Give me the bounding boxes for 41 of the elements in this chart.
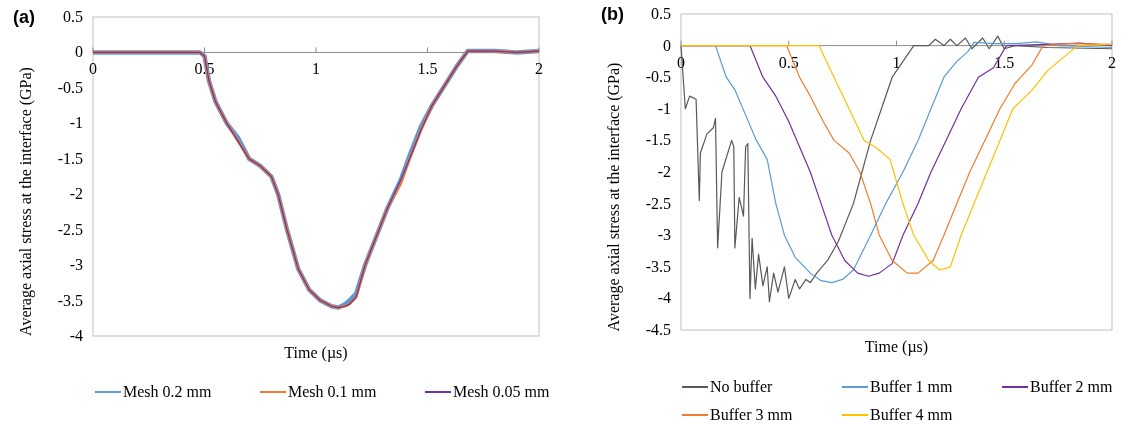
x-axis-title: Time (µs) bbox=[864, 338, 929, 356]
x-tick-label: 0 bbox=[89, 60, 97, 78]
y-tick-label: -4 bbox=[657, 289, 671, 307]
legend-label: Mesh 0.05 mm bbox=[453, 383, 550, 400]
x-tick-label: 1 bbox=[312, 60, 320, 78]
y-tick-label: 0.5 bbox=[63, 8, 83, 25]
y-tick-label: -4.5 bbox=[645, 321, 671, 338]
chart-title: (a) bbox=[13, 7, 35, 27]
y-tick-label: -0.5 bbox=[57, 78, 83, 96]
y-tick-label: -1 bbox=[69, 114, 83, 132]
y-tick-label: -2 bbox=[69, 185, 83, 203]
x-tick-label: 1 bbox=[892, 53, 901, 71]
y-tick-label: 0 bbox=[663, 36, 671, 54]
x-tick-label: 2 bbox=[1108, 53, 1116, 71]
x-tick-label: 2 bbox=[535, 60, 543, 78]
legend-label: Mesh 0.2 mm bbox=[123, 383, 212, 400]
y-tick-label: -0.5 bbox=[645, 68, 671, 86]
y-tick-label: -2.5 bbox=[645, 194, 671, 212]
y-tick-label: -1 bbox=[657, 99, 671, 117]
x-tick-label: 1.5 bbox=[994, 53, 1015, 71]
x-axis-title: Time (µs) bbox=[284, 344, 348, 362]
y-axis-title: Average axial stress at the interface (GPa) bbox=[17, 67, 35, 336]
y-tick-label: -3 bbox=[657, 226, 671, 244]
y-tick-label: -1.5 bbox=[645, 131, 671, 149]
y-tick-label: -1.5 bbox=[57, 149, 83, 167]
legend-label: Buffer 4 mm bbox=[870, 406, 953, 423]
y-tick-label: -3.5 bbox=[57, 291, 83, 309]
legend-label: Buffer 2 mm bbox=[1030, 378, 1113, 395]
chart-title: (b) bbox=[601, 4, 624, 24]
y-tick-label: -2 bbox=[657, 163, 671, 180]
legend-label: No buffer bbox=[710, 378, 774, 395]
legend-label: Buffer 3 mm bbox=[710, 406, 793, 423]
y-tick-label: -2.5 bbox=[57, 220, 83, 238]
x-tick-label: 1.5 bbox=[417, 60, 438, 78]
y-tick-label: -3.5 bbox=[645, 257, 671, 275]
y-tick-label: -3 bbox=[69, 256, 83, 274]
legend-label: Mesh 0.1 mm bbox=[288, 383, 377, 400]
legend-label: Buffer 1 mm bbox=[870, 378, 953, 395]
y-tick-label: 0.5 bbox=[651, 5, 671, 22]
y-tick-label: -4 bbox=[69, 327, 83, 344]
y-axis-title: Average axial stress at the interface (GPa) bbox=[605, 62, 623, 332]
